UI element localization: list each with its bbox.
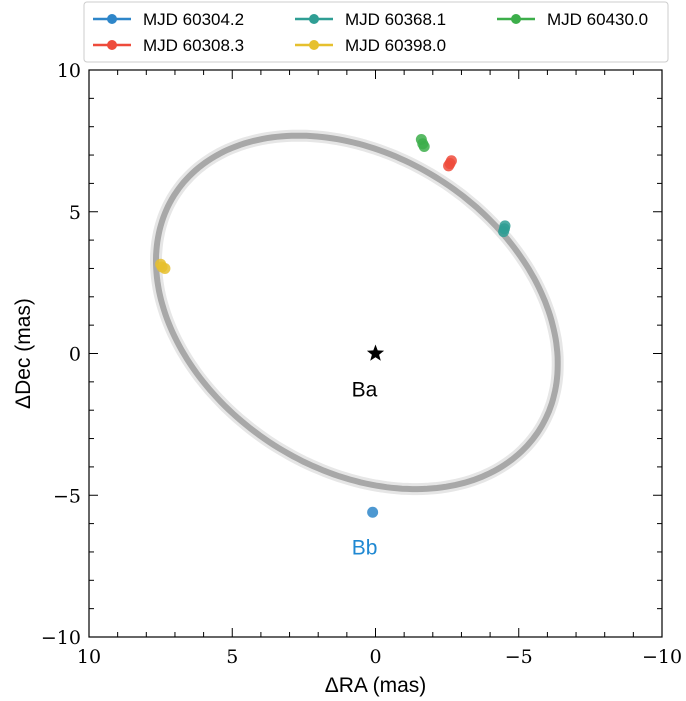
- y-tick-label: 10: [57, 60, 81, 82]
- legend-marker: [309, 14, 319, 24]
- legend-entry: MJD 60368.1: [295, 10, 446, 29]
- orbit-path: [153, 132, 561, 493]
- legend-entry: MJD 60430.0: [497, 10, 648, 29]
- y-tick-label: 5: [69, 202, 81, 224]
- legend-label: MJD 60304.2: [143, 10, 244, 29]
- legend-entry: MJD 60398.0: [295, 36, 446, 55]
- primary-star-label: Ba: [352, 379, 378, 402]
- legend-label: MJD 60368.1: [345, 10, 446, 29]
- legend-entry: MJD 60308.3: [93, 36, 244, 55]
- x-tick-label: −5: [505, 646, 533, 668]
- orbit-layer: [150, 129, 564, 496]
- legend: MJD 60304.2 MJD 60308.3 MJD 60368.1 MJD 603…: [83, 1, 669, 63]
- companion-label: Bb: [352, 536, 378, 559]
- x-axis-label: ΔRA (mas): [325, 674, 427, 697]
- legend-entry: MJD 60304.2: [93, 10, 244, 29]
- points-layer: [155, 133, 511, 518]
- y-axis-label: ΔDec (mas): [12, 298, 35, 409]
- orbit-halo: [150, 129, 564, 496]
- y-tick-label: −10: [41, 627, 81, 649]
- x-tick-label: 0: [369, 646, 381, 668]
- data-point: [367, 506, 379, 518]
- y-tick-label: 0: [69, 344, 81, 366]
- x-tick-label: 5: [226, 646, 238, 668]
- y-tick-label: −5: [53, 485, 81, 507]
- legend-marker: [107, 14, 117, 24]
- legend-label: MJD 60430.0: [547, 10, 648, 29]
- legend-box: [83, 1, 669, 63]
- data-point: [443, 160, 455, 172]
- x-tick-label: 10: [77, 646, 101, 668]
- legend-label: MJD 60308.3: [143, 36, 244, 55]
- primary-star-marker: [366, 344, 385, 361]
- legend-marker: [511, 14, 521, 24]
- data-point: [499, 220, 511, 232]
- data-point: [159, 262, 171, 274]
- x-tick-label: −10: [642, 646, 682, 668]
- legend-label: MJD 60398.0: [345, 36, 446, 55]
- legend-marker: [107, 40, 117, 50]
- legend-marker: [309, 40, 319, 50]
- data-point: [418, 141, 430, 153]
